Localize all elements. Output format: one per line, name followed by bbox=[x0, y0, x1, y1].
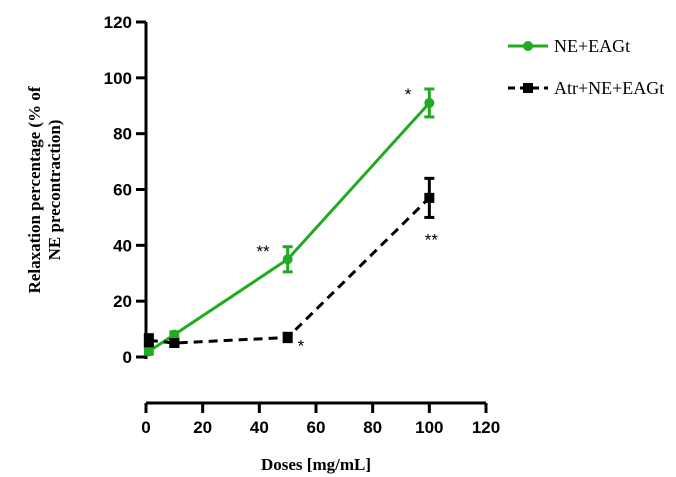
significance-annotation: ** bbox=[256, 242, 270, 261]
legend: NE+EAGt Atr+NE+EAGt bbox=[508, 36, 664, 98]
legend-marker bbox=[523, 83, 533, 93]
y-tick-label: 80 bbox=[113, 125, 132, 144]
x-tick-label: 100 bbox=[415, 418, 443, 437]
y-axis-title-line: NE precontraction) bbox=[45, 120, 64, 261]
data-point bbox=[282, 332, 293, 343]
data-point bbox=[143, 346, 154, 357]
x-tick-label: 120 bbox=[472, 418, 500, 437]
x-tick-label: 40 bbox=[250, 418, 269, 437]
x-tick-label: 0 bbox=[141, 418, 150, 437]
series-0: *** bbox=[143, 85, 435, 357]
significance-annotation: * bbox=[298, 336, 305, 355]
series-layer: ****** bbox=[143, 85, 439, 357]
data-point bbox=[424, 192, 435, 203]
x-tick-labels: 0 20 40 60 80 100 120 bbox=[141, 418, 500, 437]
series-1: *** bbox=[143, 176, 439, 355]
data-point bbox=[169, 338, 180, 349]
x-tick-label: 20 bbox=[193, 418, 212, 437]
y-tick-label: 120 bbox=[104, 13, 132, 32]
y-axis-title: Relaxation percentage (% of NE precontrac… bbox=[25, 86, 64, 293]
data-point bbox=[143, 335, 154, 346]
significance-annotation: ** bbox=[425, 230, 439, 249]
series-line bbox=[148, 196, 431, 345]
legend-marker bbox=[523, 41, 533, 51]
x-axis-title: Doses [mg/mL] bbox=[261, 455, 371, 474]
x-tick-label: 80 bbox=[363, 418, 382, 437]
y-tick-label: 100 bbox=[104, 69, 132, 88]
data-point bbox=[424, 97, 435, 108]
legend-label: NE+EAGt bbox=[554, 36, 630, 56]
axes bbox=[136, 20, 488, 413]
data-point bbox=[282, 254, 293, 265]
significance-annotation: * bbox=[405, 85, 412, 104]
legend-label: Atr+NE+EAGt bbox=[554, 78, 664, 98]
series-line bbox=[148, 101, 431, 353]
y-tick-label: 40 bbox=[113, 236, 132, 255]
x-tick-label: 60 bbox=[307, 418, 326, 437]
y-tick-label: 20 bbox=[113, 292, 132, 311]
y-tick-label: 0 bbox=[123, 348, 132, 367]
data-point bbox=[169, 329, 180, 340]
y-tick-labels: 0 20 40 60 80 100 120 bbox=[104, 13, 132, 367]
y-tick-label: 60 bbox=[113, 181, 132, 200]
y-axis-title-line: Relaxation percentage (% of bbox=[25, 86, 44, 293]
